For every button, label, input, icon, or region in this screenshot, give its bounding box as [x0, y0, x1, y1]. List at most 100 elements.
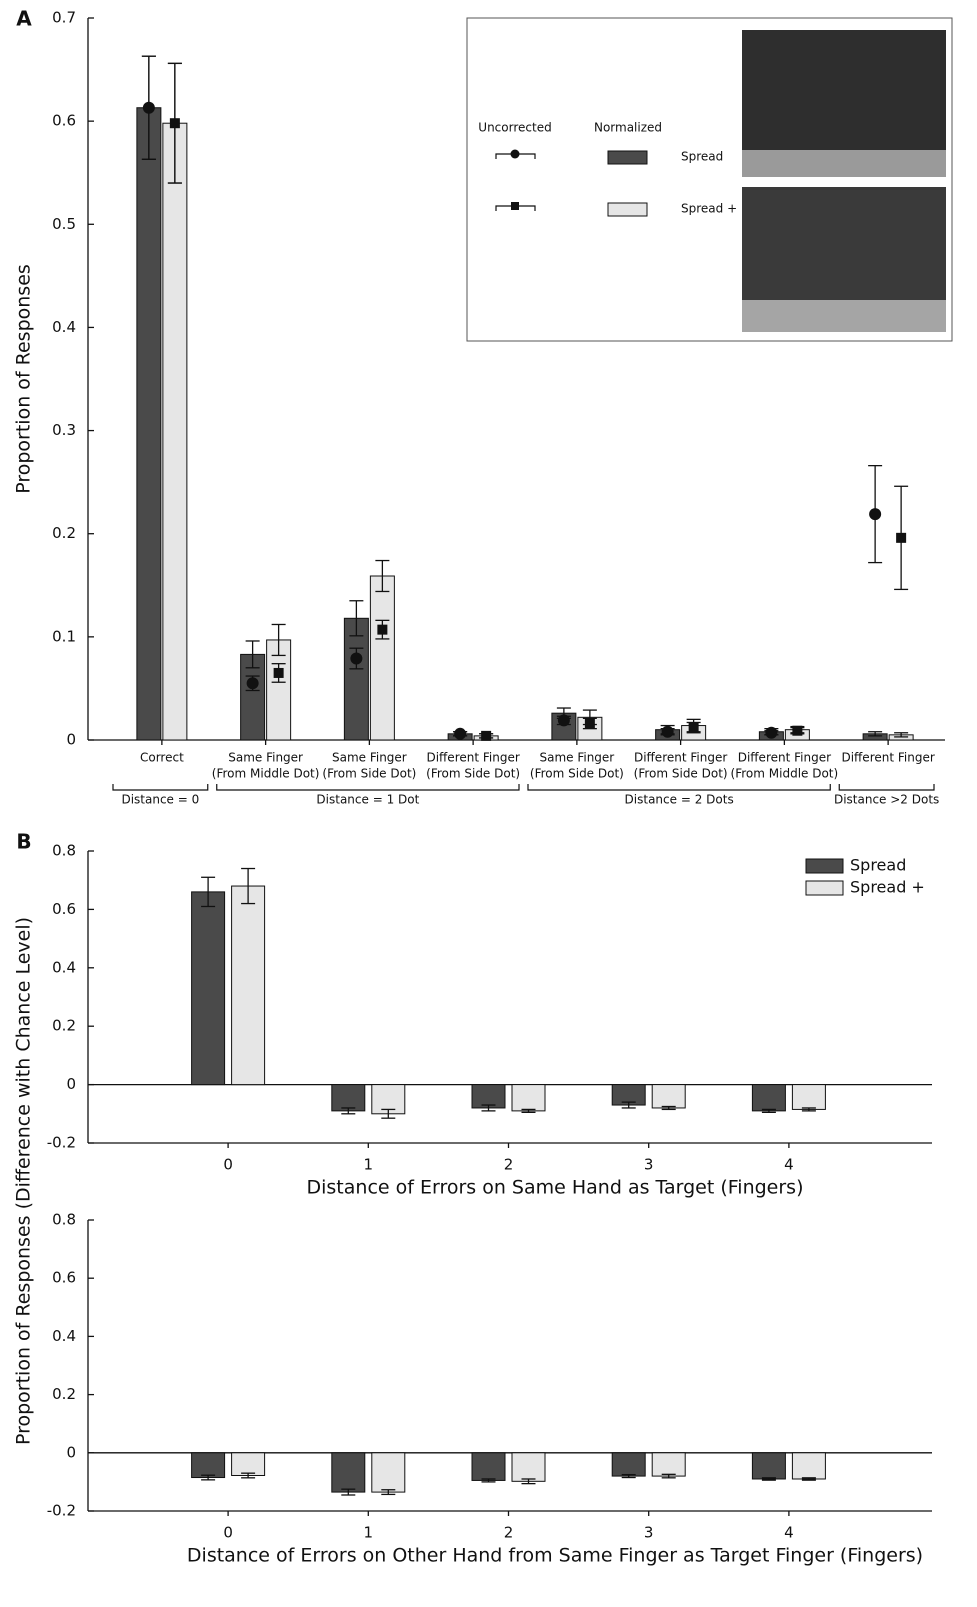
bar	[136, 107, 162, 741]
y-tick-label: 0.6	[52, 1269, 76, 1287]
panel-label: B	[16, 830, 31, 854]
uncorrected-marker	[454, 727, 467, 740]
y-axis-label: Proportion of Responses	[13, 264, 35, 494]
x-tick-label: 1	[364, 1524, 374, 1542]
x-tick-label: 4	[784, 1524, 794, 1542]
x-tick-label: 3	[644, 1524, 654, 1542]
y-tick-label: 0	[66, 1075, 76, 1093]
bar	[611, 1452, 646, 1477]
bar	[751, 1452, 786, 1480]
bar	[162, 122, 188, 741]
y-tick-label: 0	[66, 1443, 76, 1461]
y-tick-label: 0.6	[52, 900, 76, 918]
y-tick-label: 0.4	[52, 1327, 76, 1345]
legend-swatch	[607, 202, 648, 217]
bar	[651, 1452, 686, 1477]
x-tick-label: 1	[364, 1156, 374, 1174]
x-tick-label: (From Side Dot)	[426, 767, 520, 781]
y-tick-label: 0.3	[52, 421, 76, 439]
uncorrected-marker	[688, 722, 699, 733]
group-label: Distance >2 Dots	[834, 793, 939, 807]
legend-title: Uncorrected	[478, 121, 551, 135]
uncorrected-marker	[584, 718, 595, 729]
uncorrected-marker	[350, 652, 363, 665]
y-tick-label: 0.2	[52, 1017, 76, 1035]
x-tick-label: (From Side Dot)	[530, 767, 624, 781]
group-label: Distance = 1 Dot	[316, 793, 419, 807]
y-tick-label: 0.6	[52, 112, 76, 130]
legend-label: Spread	[681, 150, 723, 164]
bar	[371, 1452, 406, 1493]
y-tick-label: 0.7	[52, 9, 76, 27]
legend-marker	[510, 149, 520, 159]
group-label: Distance = 0	[121, 793, 199, 807]
uncorrected-marker	[142, 101, 155, 114]
legend-swatch	[805, 880, 844, 896]
uncorrected-marker	[765, 726, 778, 739]
y-tick-label: -0.2	[47, 1134, 76, 1152]
x-tick-label: (From Middle Dot)	[212, 767, 320, 781]
y-tick-label: 0.8	[52, 842, 76, 860]
x-tick-label: Different Finger	[738, 751, 831, 765]
x-tick-label: Different Finger	[841, 751, 934, 765]
x-tick-label: 0	[223, 1524, 233, 1542]
x-axis-label: Distance of Errors on Other Hand from Sa…	[187, 1545, 923, 1567]
y-tick-label: 0	[66, 731, 76, 749]
uncorrected-marker	[896, 532, 907, 543]
y-tick-label: -0.2	[47, 1502, 76, 1520]
x-tick-label: Correct	[140, 751, 184, 765]
y-tick-label: 0.2	[52, 524, 76, 542]
x-tick-label: Same Finger	[332, 751, 407, 765]
bar	[651, 1084, 686, 1109]
legend-swatch	[607, 150, 648, 165]
y-tick-label: 0.5	[52, 215, 76, 233]
uncorrected-marker	[246, 677, 259, 690]
uncorrected-marker	[557, 714, 570, 727]
x-tick-label: Same Finger	[539, 751, 614, 765]
uncorrected-marker	[869, 508, 882, 521]
group-bracket	[838, 784, 935, 791]
legend-label: Spread +	[681, 202, 737, 216]
bar	[751, 1084, 786, 1112]
x-tick-label: (From Side Dot)	[634, 767, 728, 781]
uncorrected-marker	[481, 730, 492, 741]
x-tick-label: 3	[644, 1156, 654, 1174]
panel-label: A	[16, 7, 32, 31]
photo-table	[742, 150, 946, 177]
bar	[791, 1452, 826, 1480]
bar	[471, 1452, 506, 1481]
photo-table	[742, 300, 946, 332]
uncorrected-marker	[273, 667, 284, 678]
bar	[191, 1452, 226, 1479]
y-tick-label: 0.8	[52, 1211, 76, 1229]
bar	[331, 1084, 366, 1112]
y-axis-label: Proportion of Responses (Difference with…	[13, 917, 35, 1445]
uncorrected-marker	[169, 118, 180, 129]
x-tick-label: 2	[504, 1524, 514, 1542]
legend-label: Spread	[850, 856, 906, 875]
x-tick-label: Different Finger	[426, 751, 519, 765]
bar	[331, 1452, 366, 1493]
bar	[231, 1452, 266, 1476]
y-tick-label: 0.1	[52, 627, 76, 645]
bar	[191, 891, 226, 1086]
y-tick-label: 0.2	[52, 1385, 76, 1403]
legend-swatch	[805, 858, 844, 874]
x-axis-label: Distance of Errors on Same Hand as Targe…	[307, 1177, 804, 1199]
bar	[511, 1084, 546, 1112]
bar	[791, 1084, 826, 1110]
x-tick-label: 0	[223, 1156, 233, 1174]
group-bracket	[112, 784, 209, 791]
group-label: Distance = 2 Dots	[625, 793, 734, 807]
group-bracket	[216, 784, 520, 791]
x-tick-label: Different Finger	[634, 751, 727, 765]
uncorrected-marker	[792, 725, 803, 736]
x-tick-label: 4	[784, 1156, 794, 1174]
group-bracket	[527, 784, 831, 791]
bar	[343, 617, 369, 741]
bar	[369, 575, 395, 741]
x-tick-label: (From Middle Dot)	[731, 767, 839, 781]
uncorrected-marker	[377, 624, 388, 635]
y-tick-label: 0.4	[52, 958, 76, 976]
